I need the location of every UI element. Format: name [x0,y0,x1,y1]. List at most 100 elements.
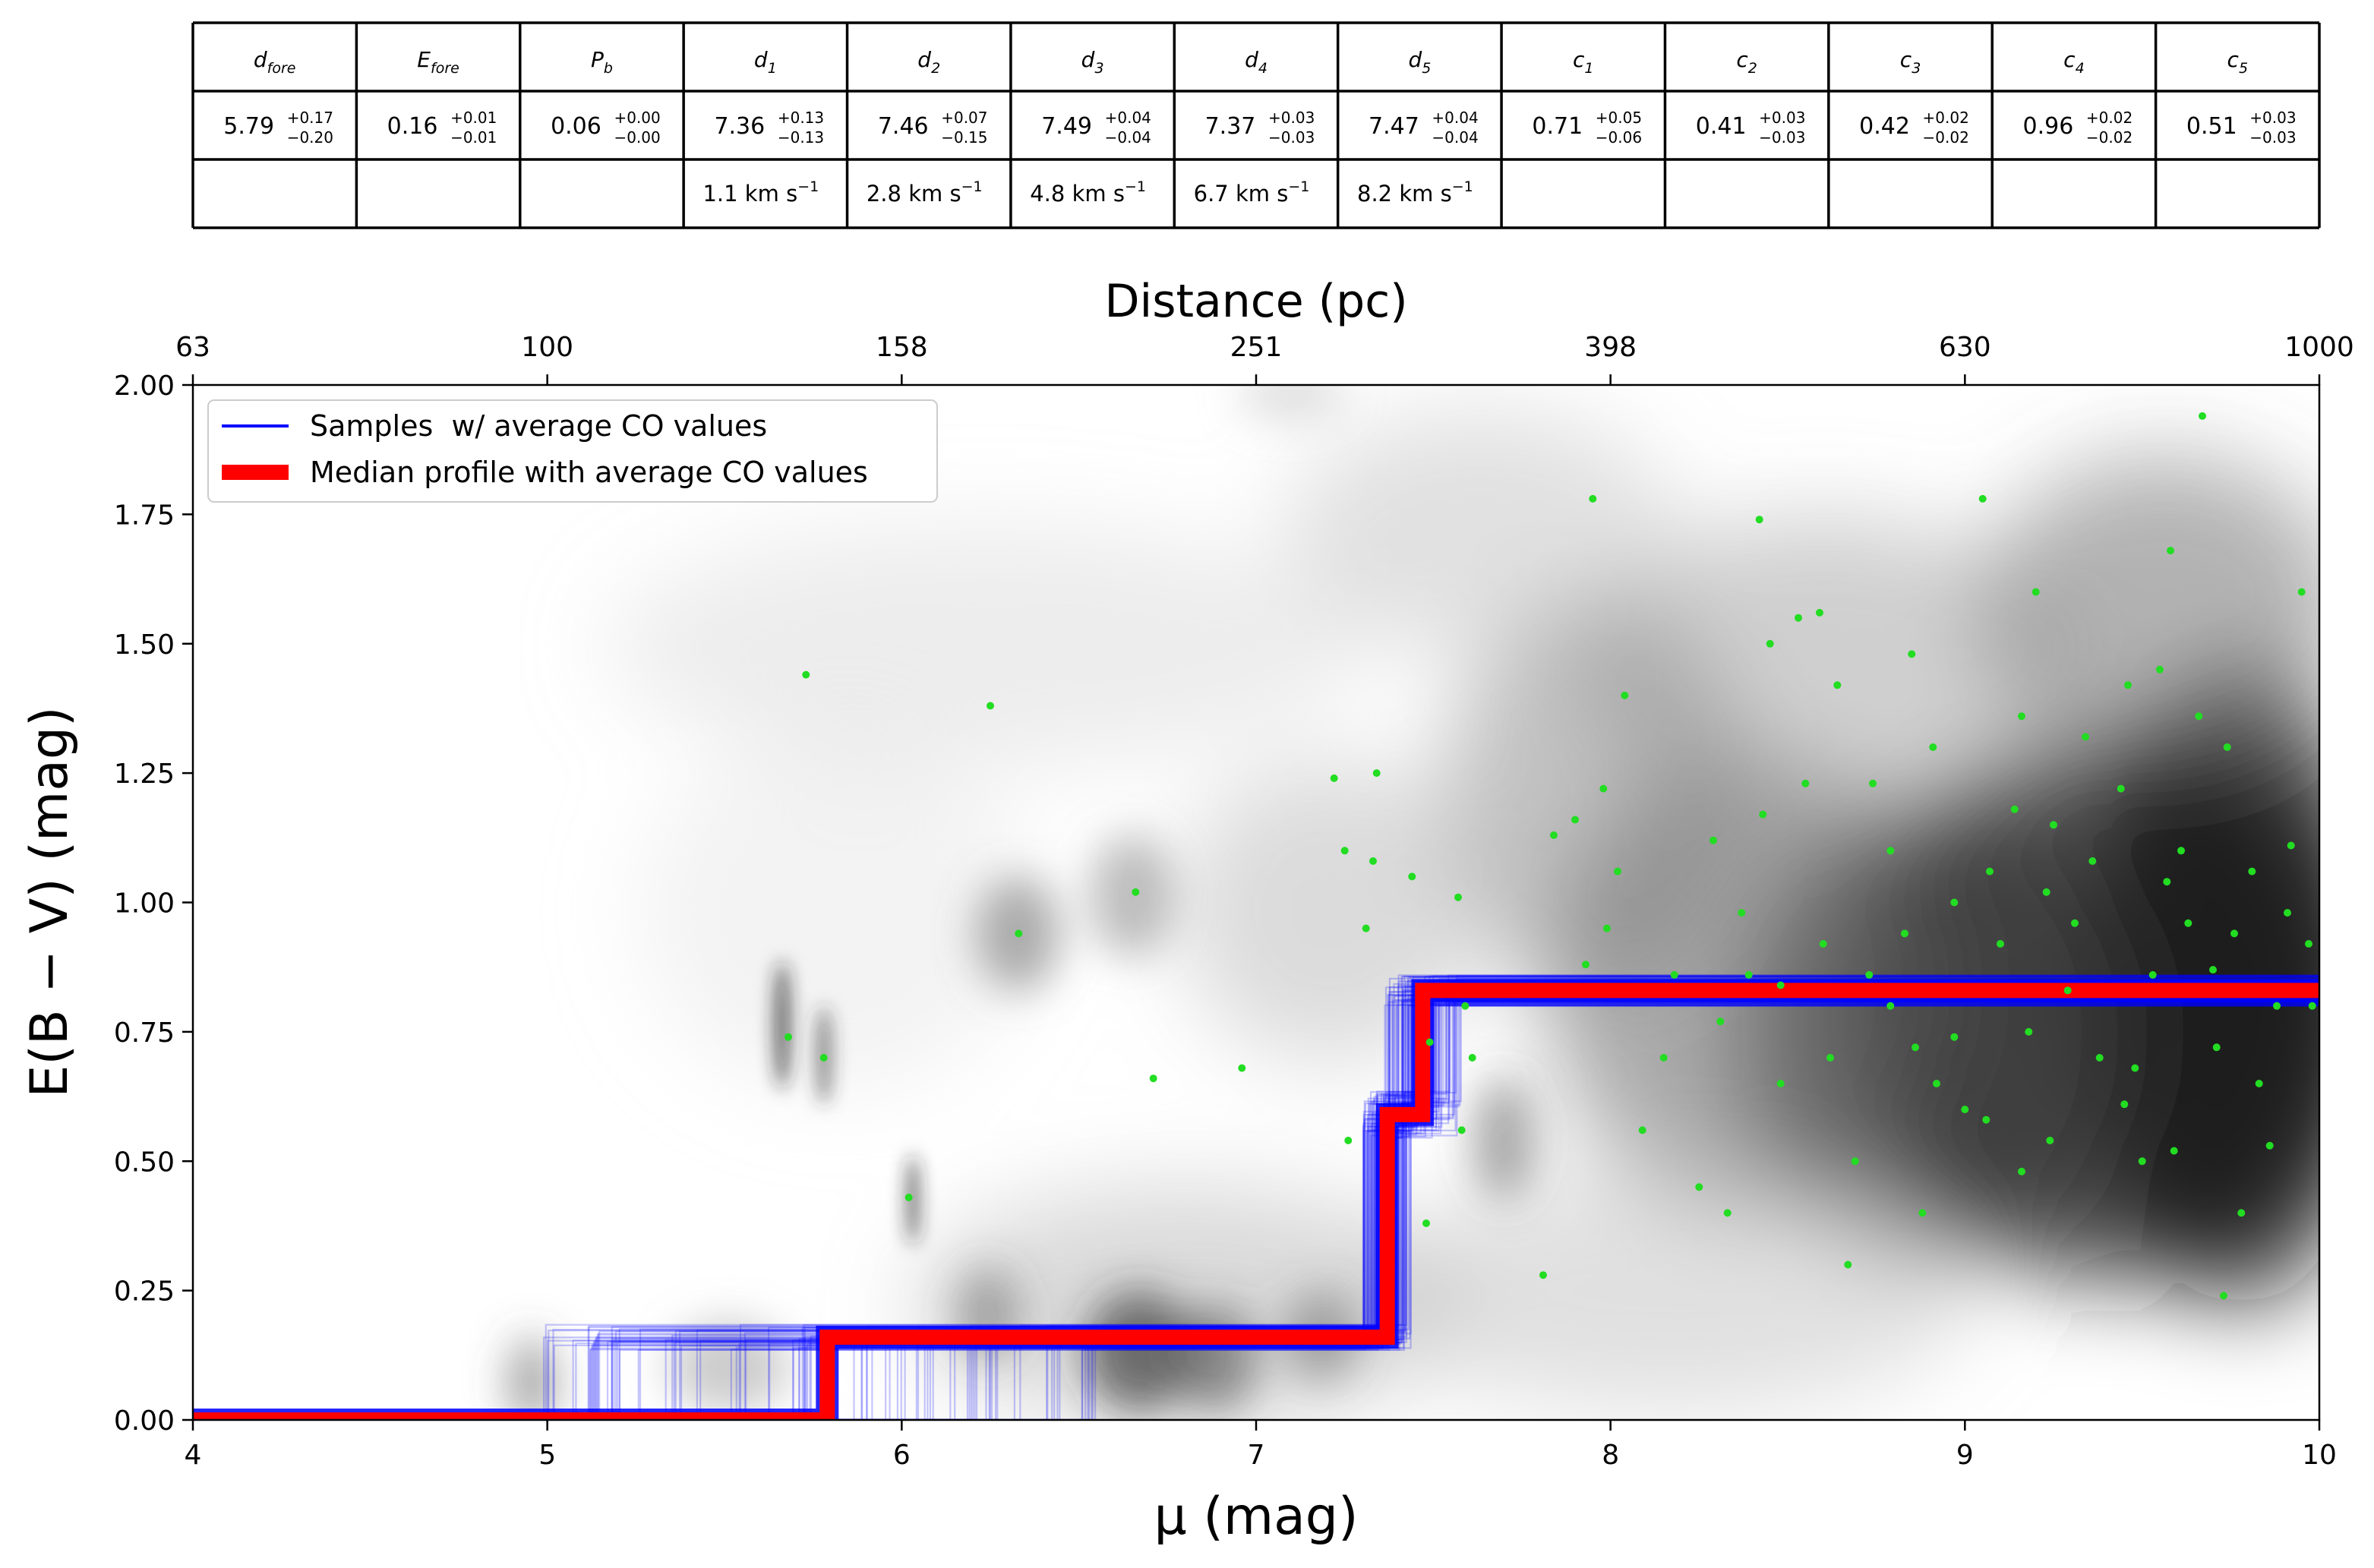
table-value-cell: 7.46 +0.07−0.15 [878,109,988,147]
table-velocity-cell: 8.2 km s−1 [1357,178,1473,207]
star-point [1950,898,1959,907]
sample-line [193,984,2319,1420]
star-point [1716,1017,1725,1026]
table-header-cell: Efore [417,47,459,77]
table-value-cell: 0.06 +0.00−0.00 [551,109,661,147]
table-header-cell: c4 [2063,47,2085,77]
y-tick-label: 0.75 [114,1017,175,1049]
svg-text:+0.03: +0.03 [2249,109,2296,127]
star-point [2255,1080,2263,1087]
star-point [1869,779,1877,787]
extinction-chart: 4 5 6 7 8 9 10 0.00 0.25 0.50 0.75 1.00 1.25 1.50 1.7… [20,275,2354,1547]
svg-text:+0.03: +0.03 [1759,109,1805,127]
y-tick-label: 2.00 [114,371,175,402]
top-x-axis: 63 100 158 251 398 630 1000 [175,332,2354,385]
top-x-tick-label: 630 [1939,332,1991,363]
star-point [1340,847,1349,855]
x-axis: 4 5 6 7 8 9 10 [185,1420,2337,1471]
star-point [904,1194,913,1201]
table-header-cell: c2 [1736,47,1757,77]
star-point [1826,1054,1834,1062]
sample-line [193,1005,2319,1420]
table-header-row: dfore Efore Pb d1 d2 d3 d4 d5 c1 c2 c3 c4 c5 [254,47,2248,77]
star-point [2273,1002,2281,1010]
sample-line [193,994,2319,1420]
star-point [2209,966,2217,974]
table-value-cell: 7.36 +0.13−0.13 [714,109,824,147]
star-point [2163,878,2171,886]
star-point [1571,816,1579,824]
y-tick-label: 1.00 [114,888,175,920]
svg-text:0.51: 0.51 [2186,113,2237,140]
star-point [1865,970,1874,979]
star-point [1454,893,1462,901]
svg-text:0.71: 0.71 [1532,113,1583,140]
star-point [1759,810,1767,819]
y-tick-label: 0.25 [114,1276,175,1308]
top-x-tick-label: 251 [1230,332,1283,363]
star-point [2046,1137,2054,1144]
star-point [784,1033,792,1041]
star-point [2220,1292,2227,1300]
sample-line [193,975,2319,1420]
table-velocity-cell: 2.8 km s−1 [867,178,983,207]
star-point [1933,1080,1940,1087]
svg-text:7.36: 7.36 [714,113,765,140]
stars-scatter [784,412,2316,1300]
star-point [1961,1106,1969,1114]
table-value-cell: 7.37 +0.03−0.03 [1205,109,1315,147]
star-point [1238,1064,1246,1072]
sample-line [193,998,2319,1420]
star-point [2167,547,2174,555]
sample-line [193,983,2319,1420]
svg-text:+0.01: +0.01 [450,109,497,127]
star-point [1582,961,1590,969]
sample-line [193,994,2319,1420]
star-point [2025,1027,2033,1036]
sample-line [193,995,2319,1420]
star-point [2287,841,2295,850]
sample-line [193,1005,2319,1420]
star-point [1638,1126,1646,1134]
x-tick-label: 8 [1602,1440,1619,1471]
svg-text:−0.03: −0.03 [2249,128,2296,147]
sample-line [193,995,2319,1420]
sample-line [193,1004,2319,1420]
top-x-tick-label: 398 [1584,332,1637,363]
star-point [2088,857,2097,865]
star-point [2018,712,2025,721]
svg-text:−0.03: −0.03 [1759,128,1805,147]
sample-line [193,992,2319,1420]
svg-text:0.96: 0.96 [2023,113,2074,140]
star-point [1986,867,1994,875]
legend-median-label: Median profile with average CO values [310,456,868,489]
star-point [1744,970,1753,979]
table-value-cell: 7.49 +0.04−0.04 [1041,109,1151,147]
star-point [1149,1074,1157,1083]
sample-line [193,1005,2319,1420]
svg-text:+0.00: +0.00 [614,109,660,127]
svg-text:−0.04: −0.04 [1105,128,1151,147]
sample-line [193,980,2319,1420]
star-point [2124,681,2132,689]
sample-line [193,985,2319,1420]
star-point [2138,1157,2146,1166]
x-axis-label: μ (mag) [1154,1487,1358,1547]
table-value-row: 5.79 +0.17−0.20 0.16 +0.01−0.01 0.06 +0.00−0.… [223,109,2296,147]
star-point [2071,919,2079,927]
table-grid [191,21,2321,229]
svg-text:0.41: 0.41 [1696,113,1747,140]
svg-text:7.37: 7.37 [1205,113,1256,140]
y-tick-label: 1.75 [114,500,175,531]
star-point [2308,1002,2316,1010]
sample-line [193,995,2319,1420]
x-tick-label: 9 [1956,1440,1974,1471]
star-point [1886,847,1895,855]
table-header-cell: c3 [1900,47,1921,77]
star-point [819,1054,828,1062]
star-point [2117,784,2125,793]
star-point [1550,831,1558,839]
star-point [1844,1260,1852,1269]
star-point [1912,1043,1919,1052]
star-point [1362,924,1370,932]
